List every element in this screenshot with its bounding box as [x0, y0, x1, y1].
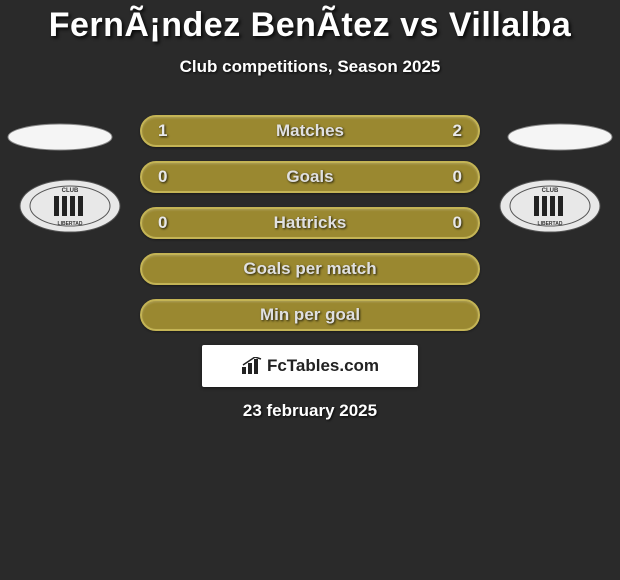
date-label: 23 february 2025: [0, 401, 620, 421]
stat-bar: Min per goal: [140, 299, 480, 331]
subtitle: Club competitions, Season 2025: [0, 57, 620, 77]
stat-bar: 1 Matches 2: [140, 115, 480, 147]
stat-right-value: 2: [453, 121, 462, 141]
stat-label: Goals per match: [243, 259, 376, 279]
stat-bar: 0 Hattricks 0: [140, 207, 480, 239]
stat-row-goals-per-match: Goals per match: [0, 253, 620, 285]
chart-bars-icon: [241, 357, 263, 375]
stat-label: Min per goal: [260, 305, 360, 325]
stat-bar: Goals per match: [140, 253, 480, 285]
stat-label: Matches: [276, 121, 344, 141]
stat-bar: 0 Goals 0: [140, 161, 480, 193]
stat-left-value: 0: [158, 167, 167, 187]
stat-left-value: 1: [158, 121, 167, 141]
stat-right-value: 0: [453, 213, 462, 233]
page-title: FernÃ¡ndez BenÃ­tez vs Villalba: [0, 6, 620, 45]
brand-label: FcTables.com: [241, 356, 379, 376]
stat-left-value: 0: [158, 213, 167, 233]
stat-row-goals: 0 Goals 0: [0, 161, 620, 193]
stat-row-matches: 1 Matches 2: [0, 115, 620, 147]
comparison-card: FernÃ¡ndez BenÃ­tez vs Villalba Club com…: [0, 0, 620, 421]
stat-label: Hattricks: [274, 213, 347, 233]
brand-badge[interactable]: FcTables.com: [202, 345, 418, 387]
stat-row-hattricks: 0 Hattricks 0: [0, 207, 620, 239]
stat-label: Goals: [286, 167, 333, 187]
stat-row-min-per-goal: Min per goal: [0, 299, 620, 331]
stat-right-value: 0: [453, 167, 462, 187]
brand-text: FcTables.com: [267, 356, 379, 376]
